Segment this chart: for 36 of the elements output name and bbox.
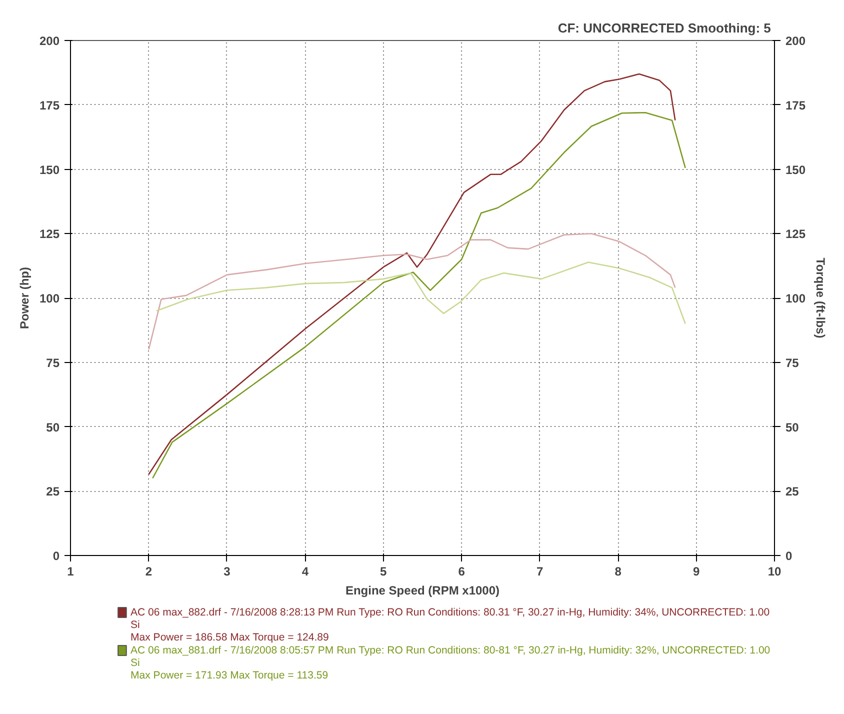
x-axis-title: Engine Speed (RPM x1000) bbox=[345, 584, 500, 598]
line-series bbox=[156, 262, 686, 324]
x-tick-label: 2 bbox=[145, 564, 152, 578]
y-tick-label: 100 bbox=[39, 292, 60, 306]
y-tick-label: 125 bbox=[39, 227, 60, 242]
x-tick-label: 9 bbox=[692, 564, 700, 578]
y-tick-label: 175 bbox=[39, 98, 60, 112]
y2-tick-label: 125 bbox=[786, 227, 806, 242]
x-tick-label: 4 bbox=[302, 564, 309, 578]
x-tick-label: 6 bbox=[458, 564, 466, 578]
y-tick-label: 50 bbox=[46, 420, 60, 434]
y2-tick-label: 150 bbox=[786, 162, 806, 177]
y-tick-label: 150 bbox=[39, 162, 60, 177]
y-tick-label: 0 bbox=[52, 549, 60, 563]
y2-tick-label: 100 bbox=[786, 292, 806, 306]
x-tick-label: 1 bbox=[67, 564, 74, 578]
y2-tick-label: 75 bbox=[786, 356, 800, 370]
y2-tick-label: 25 bbox=[786, 484, 800, 499]
x-tick-label: 7 bbox=[536, 564, 544, 578]
x-tick-label: 8 bbox=[614, 564, 622, 578]
y2-tick-label: 0 bbox=[786, 549, 792, 563]
y-tick-label: 25 bbox=[46, 484, 60, 499]
y2-axis-title: Torque (ft-lbs) bbox=[814, 258, 828, 338]
legend-label: AC 06 max_881.drf - 7/16/2008 8:05:57 PM Run Type: RO Run Conditions: 80-81 °F, 30.27 in-Hg, Humidity: 32%, UNCORRECTED: 1.00 Si Max Power = 171.93 Max Torque = 113.59 bbox=[130, 644, 770, 682]
y2-tick-label: 50 bbox=[786, 420, 800, 434]
line-series bbox=[148, 232, 676, 350]
legend-label: AC 06 max_882.drf - 7/16/2008 8:28:13 PM Run Type: RO Run Conditions: 80.31 °F, 30.27 in-Hg, Humidity: 34%, UNCORRECTED: 1.00 Si Max Power = 186.58 Max Torque = 124.89 bbox=[130, 606, 770, 644]
y2-tick-label: 175 bbox=[786, 98, 806, 112]
chart-title: CF: UNCORRECTED Smoothing: 5 bbox=[558, 20, 771, 36]
x-tick-label: 10 bbox=[768, 564, 782, 578]
y-axis-title: Power (hp) bbox=[17, 266, 32, 329]
y2-tick-label: 200 bbox=[786, 34, 806, 48]
y-tick-label: 200 bbox=[39, 34, 60, 48]
y-tick-label: 75 bbox=[46, 356, 60, 370]
x-tick-label: 5 bbox=[380, 564, 388, 578]
x-tick-label: 3 bbox=[224, 564, 231, 578]
